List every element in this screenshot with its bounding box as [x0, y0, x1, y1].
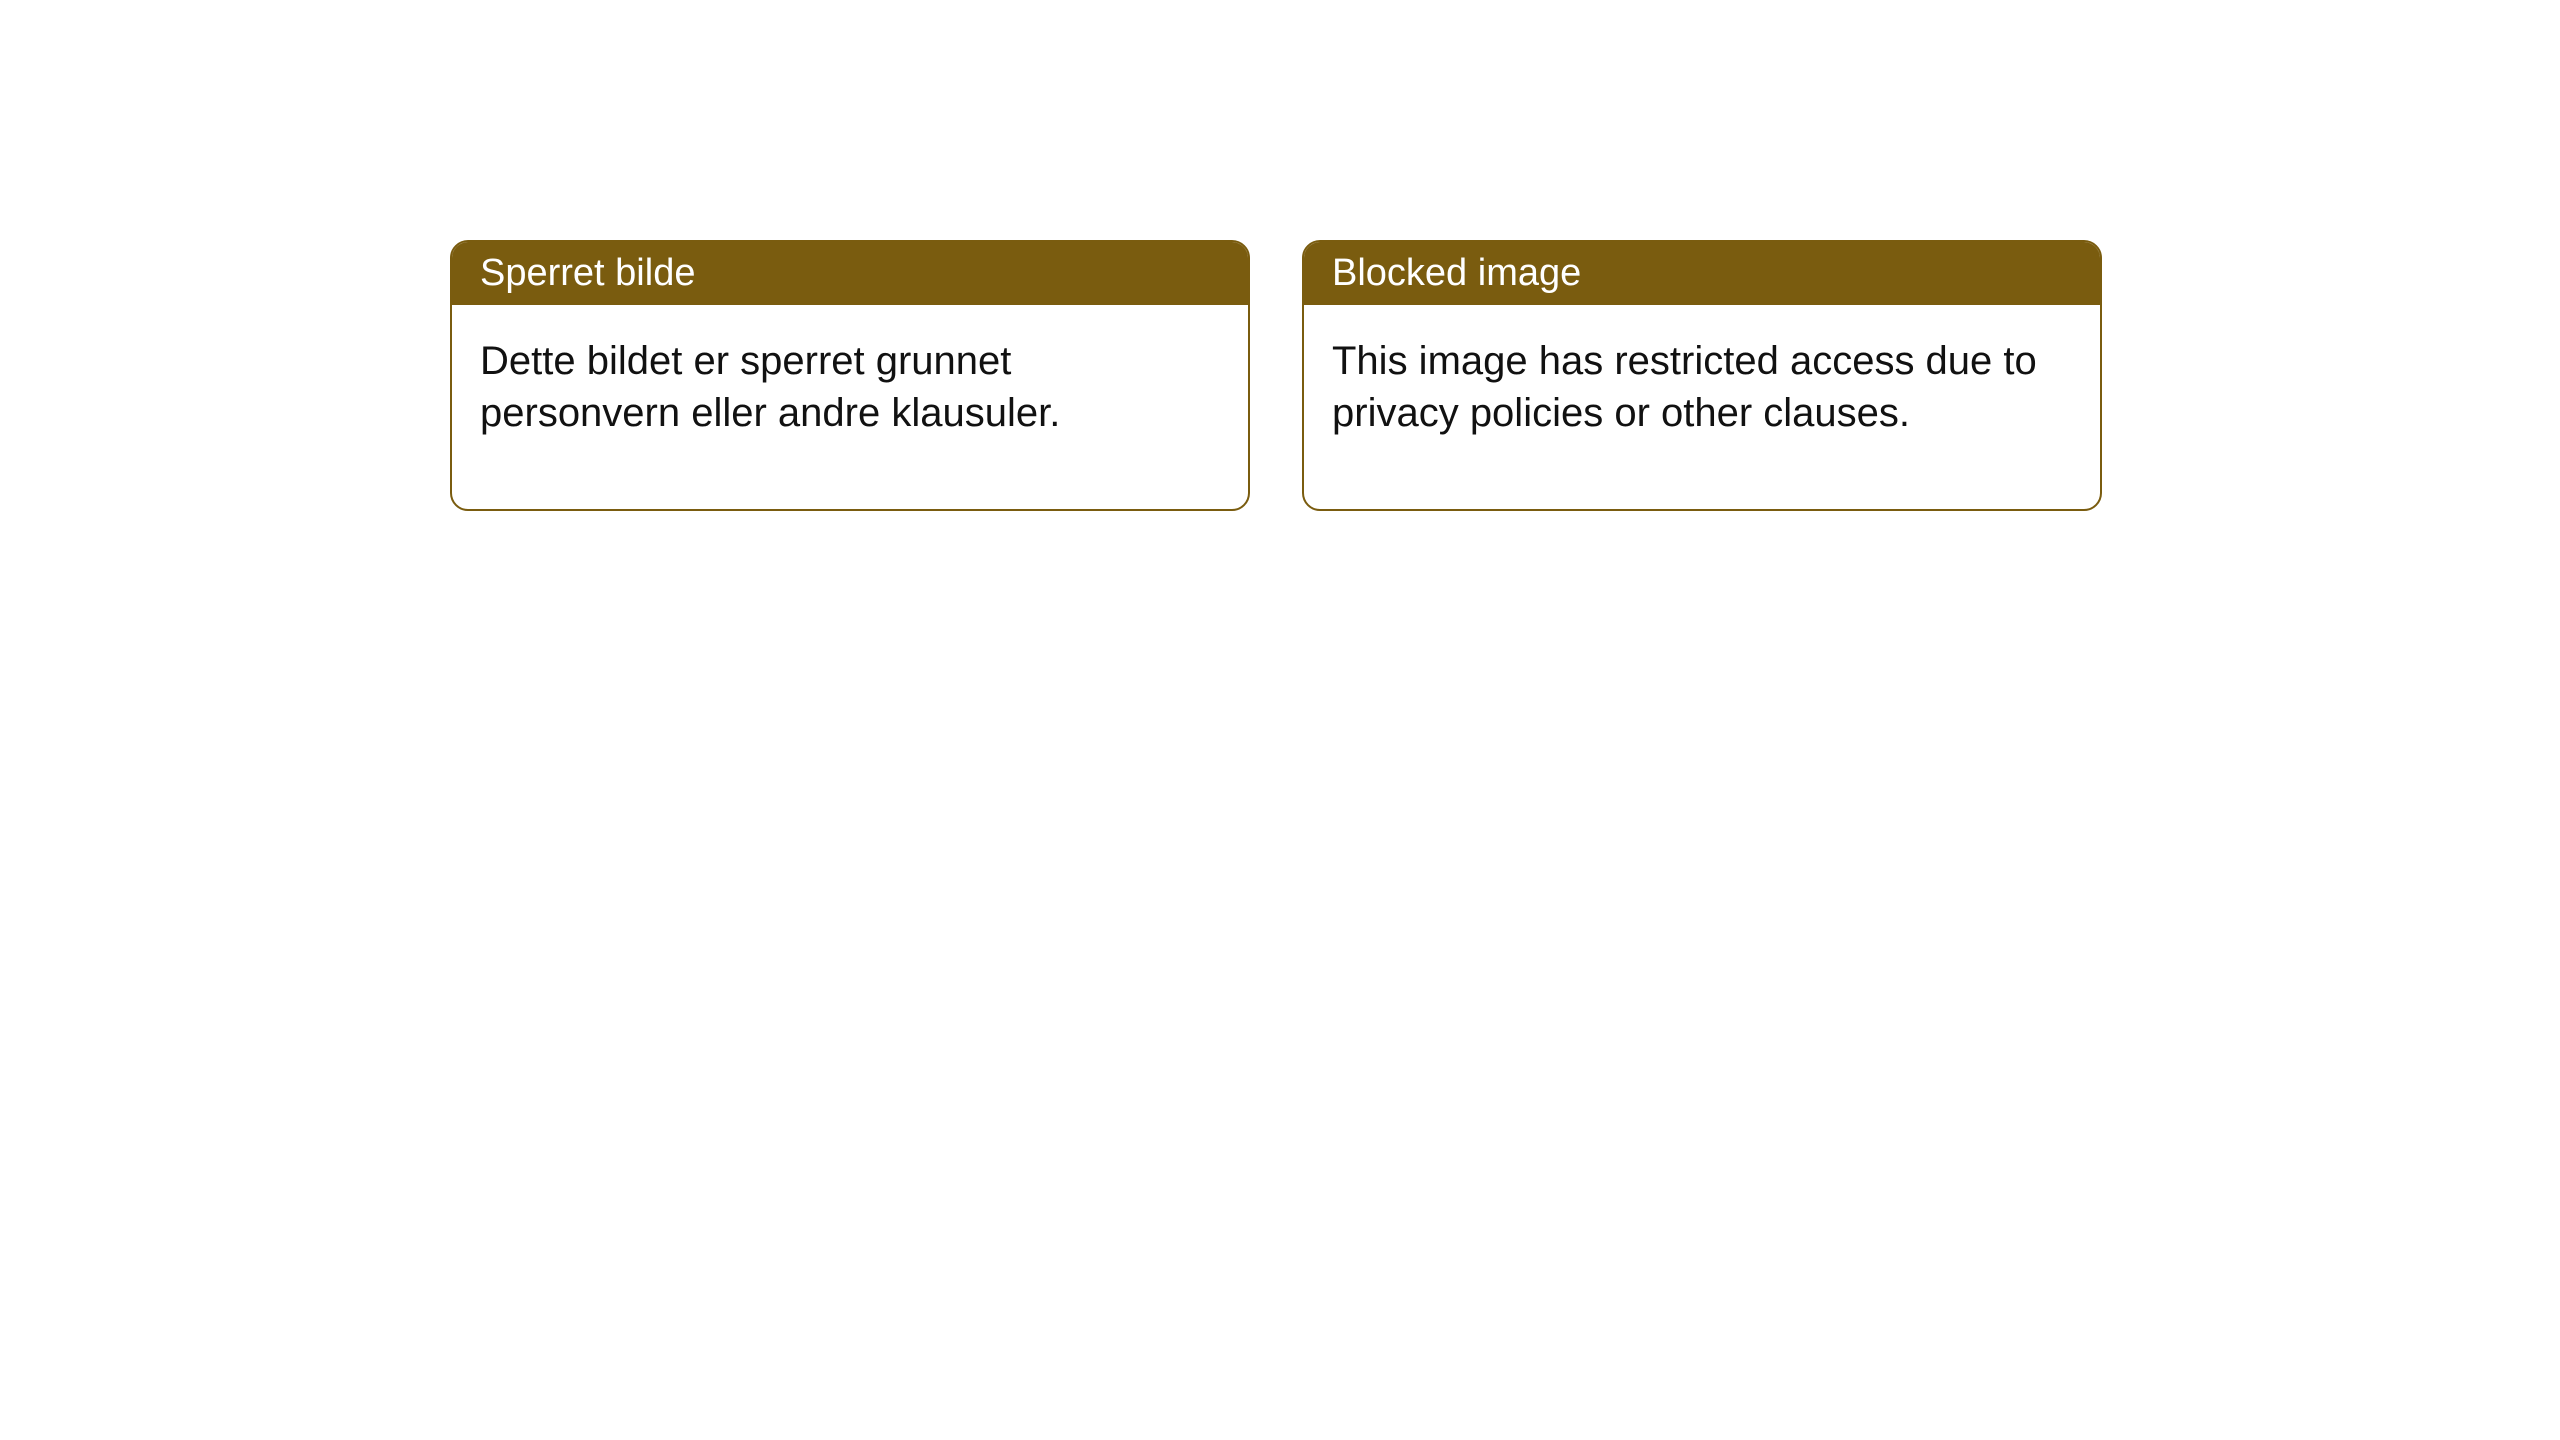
notice-card-en: Blocked image This image has restricted …	[1302, 240, 2102, 511]
notice-card-body-no: Dette bildet er sperret grunnet personve…	[452, 305, 1248, 509]
notice-card-header-en: Blocked image	[1304, 242, 2100, 305]
notice-card-no: Sperret bilde Dette bildet er sperret gr…	[450, 240, 1250, 511]
notice-card-header-no: Sperret bilde	[452, 242, 1248, 305]
notice-card-body-en: This image has restricted access due to …	[1304, 305, 2100, 509]
notice-cards-container: Sperret bilde Dette bildet er sperret gr…	[450, 240, 2560, 511]
